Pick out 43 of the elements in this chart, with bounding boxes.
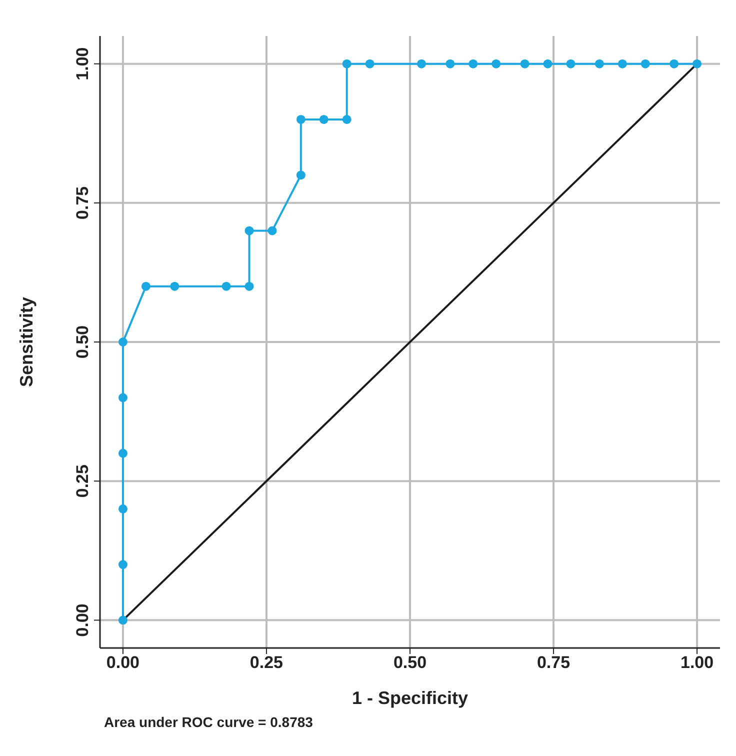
x-tick-label: 0.25 <box>250 653 284 672</box>
point <box>118 393 128 402</box>
y-tick-label: 0.75 <box>73 186 92 220</box>
point <box>594 59 604 68</box>
point <box>141 282 150 291</box>
point <box>244 226 254 236</box>
point <box>468 59 478 68</box>
point <box>244 282 254 291</box>
point <box>618 59 627 68</box>
point <box>566 59 576 68</box>
x-tick-label: 0.00 <box>106 653 140 672</box>
point <box>296 114 306 124</box>
point <box>670 59 679 68</box>
y-tick-label: 0.25 <box>73 464 92 498</box>
point <box>222 282 231 291</box>
point <box>543 59 552 68</box>
x-tick-label: 0.75 <box>536 653 570 672</box>
point <box>365 59 374 68</box>
point <box>118 616 128 625</box>
point <box>319 114 328 124</box>
point <box>640 59 650 68</box>
point <box>692 59 702 68</box>
x-tick-label: 0.50 <box>393 653 427 672</box>
point <box>268 226 277 236</box>
y-tick-label: 1.00 <box>73 47 92 80</box>
point <box>342 114 352 124</box>
point <box>296 170 306 180</box>
point <box>342 59 352 68</box>
y-tick-label: 0.00 <box>73 604 92 637</box>
point <box>118 560 128 570</box>
text: Area under ROC curve = 0.8783 <box>104 714 313 730</box>
point <box>118 338 128 346</box>
point <box>170 282 180 291</box>
point <box>118 504 128 514</box>
x-tick-label: 1.00 <box>680 653 714 672</box>
point <box>492 59 501 68</box>
point <box>118 448 128 458</box>
point <box>520 59 530 68</box>
point <box>416 59 426 68</box>
y-axis-title: Sensitivity <box>16 296 36 388</box>
point <box>446 59 455 68</box>
x-axis-title: 1 - Specificity <box>352 688 468 708</box>
y-tick-label: 0.50 <box>73 325 92 359</box>
